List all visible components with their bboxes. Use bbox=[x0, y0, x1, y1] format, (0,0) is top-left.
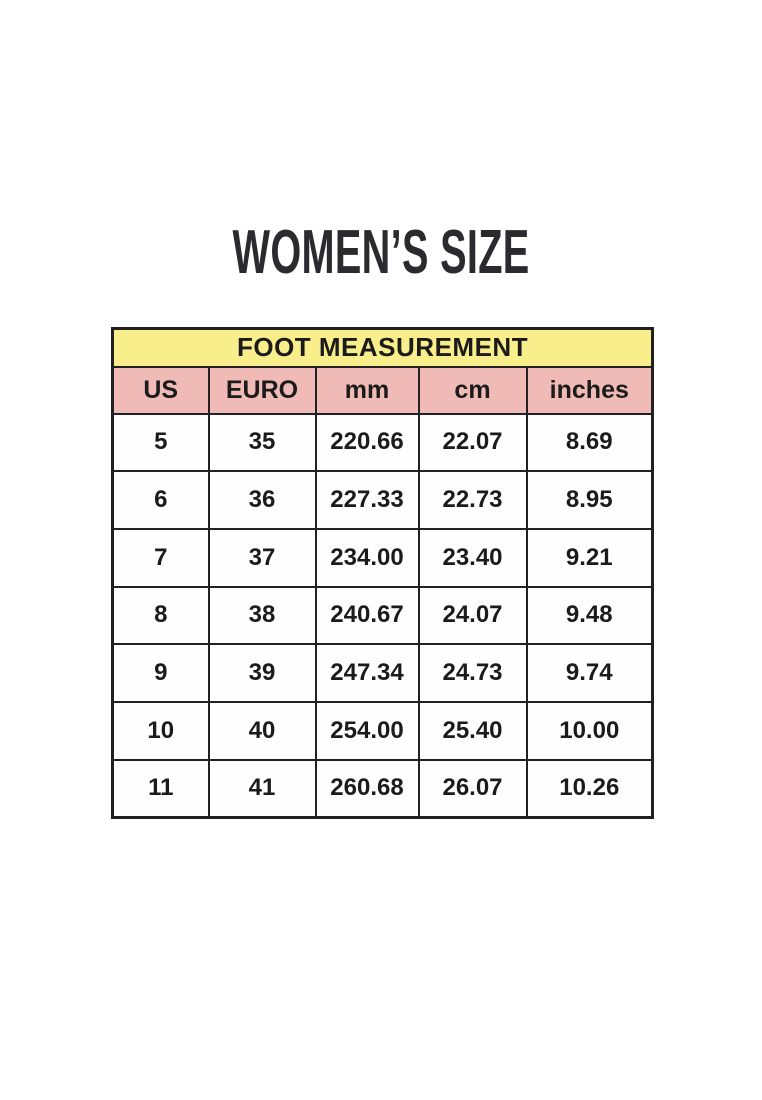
cell-mm: 240.67 bbox=[314, 585, 420, 646]
cell-mm: 247.34 bbox=[314, 643, 420, 703]
cell-inches: 10.26 bbox=[525, 758, 654, 819]
cell-mm: 227.33 bbox=[314, 470, 420, 530]
cell-us: 6 bbox=[111, 470, 210, 530]
table-group-header: FOOT MEASUREMENT bbox=[111, 327, 654, 368]
table-group-header-row: FOOT MEASUREMENT bbox=[111, 327, 654, 368]
cell-euro: 37 bbox=[207, 527, 317, 588]
cell-us: 5 bbox=[111, 412, 210, 473]
cell-inches: 8.69 bbox=[525, 412, 654, 473]
cell-us: 10 bbox=[111, 700, 210, 761]
cell-euro: 38 bbox=[207, 585, 317, 646]
table-row: 11 41 260.68 26.07 10.26 bbox=[111, 758, 654, 819]
table-column-header-row: US EURO mm cm inches bbox=[111, 365, 654, 415]
cell-us: 8 bbox=[111, 585, 210, 646]
cell-inches: 9.48 bbox=[525, 585, 654, 646]
cell-us: 9 bbox=[111, 643, 210, 703]
cell-cm: 24.73 bbox=[417, 643, 528, 703]
cell-inches: 8.95 bbox=[525, 470, 654, 530]
cell-inches: 9.74 bbox=[525, 643, 654, 703]
cell-euro: 40 bbox=[207, 700, 317, 761]
table-row: 7 37 234.00 23.40 9.21 bbox=[111, 527, 654, 588]
cell-cm: 23.40 bbox=[417, 527, 528, 588]
cell-mm: 260.68 bbox=[314, 758, 420, 819]
col-header-inches: inches bbox=[525, 365, 654, 415]
cell-cm: 25.40 bbox=[417, 700, 528, 761]
table-row: 9 39 247.34 24.73 9.74 bbox=[111, 643, 654, 703]
cell-euro: 36 bbox=[207, 470, 317, 530]
table-row: 10 40 254.00 25.40 10.00 bbox=[111, 700, 654, 761]
cell-cm: 24.07 bbox=[417, 585, 528, 646]
table-row: 6 36 227.33 22.73 8.95 bbox=[111, 470, 654, 530]
cell-euro: 39 bbox=[207, 643, 317, 703]
page-title: WOMEN’S SIZE bbox=[0, 220, 762, 302]
col-header-euro: EURO bbox=[207, 365, 317, 415]
col-header-us: US bbox=[111, 365, 210, 415]
cell-us: 11 bbox=[111, 758, 210, 819]
cell-us: 7 bbox=[111, 527, 210, 588]
table-row: 8 38 240.67 24.07 9.48 bbox=[111, 585, 654, 646]
cell-inches: 9.21 bbox=[525, 527, 654, 588]
cell-euro: 41 bbox=[207, 758, 317, 819]
cell-cm: 26.07 bbox=[417, 758, 528, 819]
cell-inches: 10.00 bbox=[525, 700, 654, 761]
col-header-mm: mm bbox=[314, 365, 420, 415]
cell-cm: 22.07 bbox=[417, 412, 528, 473]
cell-mm: 220.66 bbox=[314, 412, 420, 473]
col-header-cm: cm bbox=[417, 365, 528, 415]
cell-cm: 22.73 bbox=[417, 470, 528, 530]
foot-measurement-table: FOOT MEASUREMENT US EURO mm cm inches 5 … bbox=[111, 327, 655, 819]
page-title-text: WOMEN’S SIZE bbox=[232, 218, 530, 287]
cell-euro: 35 bbox=[207, 412, 317, 473]
cell-mm: 234.00 bbox=[314, 527, 420, 588]
cell-mm: 254.00 bbox=[314, 700, 420, 761]
table-row: 5 35 220.66 22.07 8.69 bbox=[111, 412, 654, 473]
